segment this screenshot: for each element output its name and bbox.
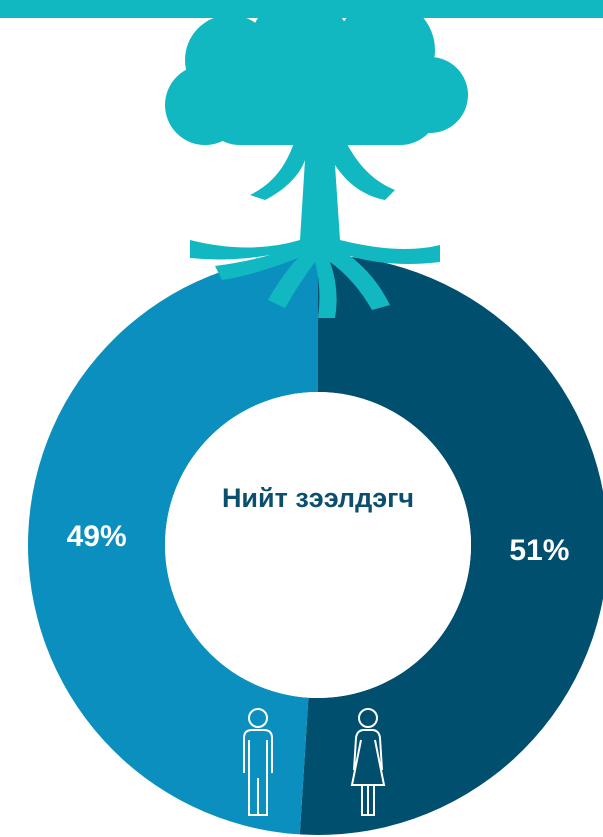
donut-segment [28, 255, 319, 835]
donut-hole [165, 392, 471, 698]
center-label: Нийт зээлдэгч [222, 483, 414, 513]
male-icon [243, 708, 273, 816]
tree-icon [165, 0, 468, 318]
value-label: 51% [509, 534, 569, 567]
female-icon [350, 708, 386, 816]
donut-segment [299, 255, 603, 835]
donut [28, 255, 603, 835]
value-label: 49% [67, 520, 127, 553]
